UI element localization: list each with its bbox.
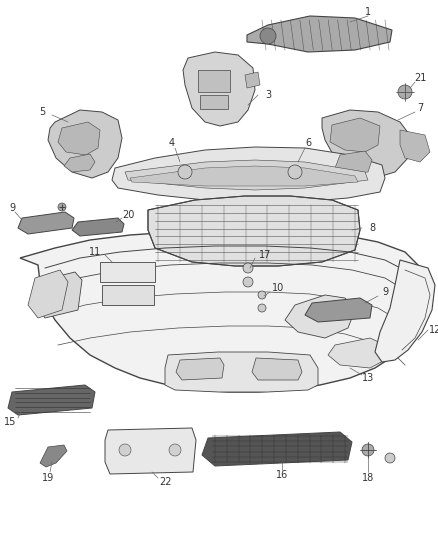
Polygon shape: [165, 352, 318, 392]
Polygon shape: [245, 72, 260, 88]
Circle shape: [260, 28, 276, 44]
Polygon shape: [18, 212, 74, 234]
Text: 5: 5: [39, 107, 45, 117]
Text: 21: 21: [414, 73, 426, 83]
Polygon shape: [183, 52, 255, 126]
Polygon shape: [58, 122, 100, 155]
Polygon shape: [335, 151, 372, 174]
Polygon shape: [176, 358, 224, 380]
Polygon shape: [252, 358, 302, 380]
Circle shape: [243, 277, 253, 287]
Polygon shape: [112, 147, 385, 202]
Text: 3: 3: [265, 90, 271, 100]
Polygon shape: [305, 298, 372, 322]
Polygon shape: [400, 130, 430, 162]
Polygon shape: [40, 445, 67, 467]
Polygon shape: [28, 270, 68, 318]
Bar: [198, 70, 230, 92]
Polygon shape: [130, 166, 358, 186]
Polygon shape: [328, 338, 385, 368]
Polygon shape: [20, 230, 422, 392]
Bar: [200, 95, 228, 109]
Polygon shape: [285, 295, 355, 338]
Polygon shape: [148, 196, 360, 266]
Text: 7: 7: [417, 103, 423, 113]
Circle shape: [398, 85, 412, 99]
Polygon shape: [322, 110, 412, 178]
Text: 6: 6: [305, 138, 311, 148]
Polygon shape: [330, 118, 380, 152]
Text: 9: 9: [9, 203, 15, 213]
Circle shape: [288, 165, 302, 179]
Circle shape: [178, 165, 192, 179]
Text: 13: 13: [362, 373, 374, 383]
Polygon shape: [8, 385, 95, 415]
Bar: [102, 285, 154, 305]
Circle shape: [258, 304, 266, 312]
Text: 18: 18: [362, 473, 374, 483]
Bar: [100, 262, 155, 282]
Circle shape: [119, 444, 131, 456]
Text: 9: 9: [382, 287, 388, 297]
Text: 8: 8: [369, 223, 375, 233]
Polygon shape: [64, 154, 95, 172]
Circle shape: [243, 263, 253, 273]
Text: 16: 16: [276, 470, 288, 480]
Text: 4: 4: [169, 138, 175, 148]
Polygon shape: [105, 428, 196, 474]
Circle shape: [258, 291, 266, 299]
Polygon shape: [48, 110, 122, 178]
Circle shape: [58, 203, 66, 211]
Polygon shape: [38, 272, 82, 318]
Polygon shape: [375, 260, 435, 362]
Text: 19: 19: [42, 473, 54, 483]
Text: 17: 17: [259, 250, 271, 260]
Polygon shape: [125, 160, 368, 190]
Text: 10: 10: [272, 283, 284, 293]
Text: 12: 12: [429, 325, 438, 335]
Text: 20: 20: [122, 210, 134, 220]
Polygon shape: [247, 16, 392, 52]
Polygon shape: [202, 432, 352, 466]
Text: 11: 11: [89, 247, 101, 257]
Circle shape: [169, 444, 181, 456]
Polygon shape: [72, 218, 124, 236]
Circle shape: [362, 444, 374, 456]
Text: 1: 1: [365, 7, 371, 17]
Circle shape: [385, 453, 395, 463]
Text: 22: 22: [159, 477, 171, 487]
Text: 15: 15: [4, 417, 16, 427]
